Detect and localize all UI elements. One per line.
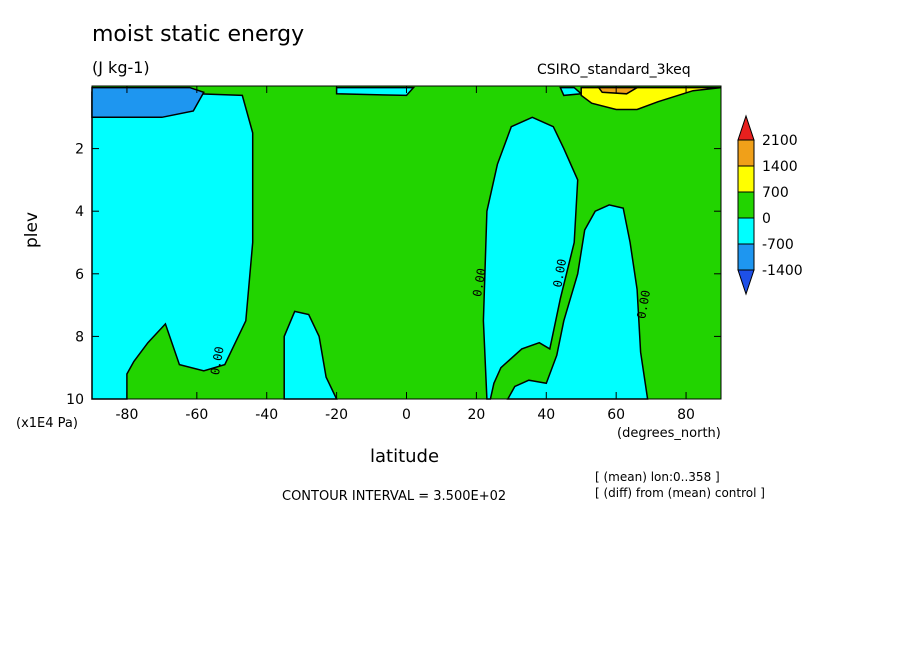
x-tick-label-0: -80 bbox=[116, 407, 139, 423]
legend-label-3: 0 bbox=[762, 211, 771, 227]
legend-label-5: -1400 bbox=[762, 263, 803, 279]
legend-swatch-4 bbox=[737, 217, 755, 245]
legend-label-2: 700 bbox=[762, 185, 789, 201]
difference-note: [ (diff) from (mean) control ] bbox=[595, 486, 765, 500]
legend-swatch-3 bbox=[737, 191, 755, 219]
y-tick-label-0: 2 bbox=[75, 142, 84, 158]
legend-swatch-2 bbox=[737, 165, 755, 193]
dataset-label: CSIRO_standard_3keq bbox=[537, 62, 691, 78]
x-tick-label-4: 0 bbox=[402, 407, 411, 423]
x-tick-label-7: 60 bbox=[607, 407, 625, 423]
y-tick-label-4: 10 bbox=[66, 392, 84, 408]
y-tick-label-2: 6 bbox=[75, 267, 84, 283]
legend-label-4: -700 bbox=[762, 237, 794, 253]
contour-region-2 bbox=[283, 310, 338, 400]
x-axis-units: (degrees_north) bbox=[617, 426, 721, 441]
legend-swatch-5 bbox=[737, 243, 755, 271]
y-axis-units: (x1E4 Pa) bbox=[16, 416, 78, 431]
contour-label-1: 0.00 bbox=[470, 267, 489, 298]
legend-label-0: 2100 bbox=[762, 133, 798, 149]
legend-swatch-top-arrow bbox=[737, 114, 755, 141]
chart-title: moist static energy bbox=[92, 22, 305, 47]
y-tick-label-3: 8 bbox=[75, 329, 84, 345]
contour-label-3: 0.00 bbox=[634, 289, 653, 320]
x-tick-label-6: 40 bbox=[537, 407, 555, 423]
y-tick-label-1: 4 bbox=[75, 204, 84, 220]
contour-label-0: 0.00 bbox=[208, 345, 227, 376]
chart-units: (J kg-1) bbox=[92, 58, 150, 77]
legend-label-1: 1400 bbox=[762, 159, 798, 175]
x-tick-label-1: -60 bbox=[185, 407, 208, 423]
x-tick-label-2: -40 bbox=[255, 407, 278, 423]
legend-swatch-1 bbox=[737, 139, 755, 167]
x-tick-label-5: 20 bbox=[467, 407, 485, 423]
contour-region-5 bbox=[335, 86, 416, 97]
contour-interval: CONTOUR INTERVAL = 3.500E+02 bbox=[282, 489, 507, 504]
legend-swatch-bottom-arrow bbox=[737, 269, 755, 296]
contour-region-0 bbox=[91, 91, 254, 400]
x-tick-label-8: 80 bbox=[677, 407, 695, 423]
x-tick-label-3: -20 bbox=[325, 407, 348, 423]
contour-region-8 bbox=[597, 86, 640, 95]
contour-region-1 bbox=[91, 86, 205, 119]
contour-region-4 bbox=[506, 204, 649, 400]
contour-label-2: 0.00 bbox=[550, 258, 569, 289]
averaging-note: [ (mean) lon:0..358 ] bbox=[595, 470, 720, 484]
x-axis-label: latitude bbox=[370, 446, 440, 467]
contour-region-3 bbox=[482, 116, 579, 400]
